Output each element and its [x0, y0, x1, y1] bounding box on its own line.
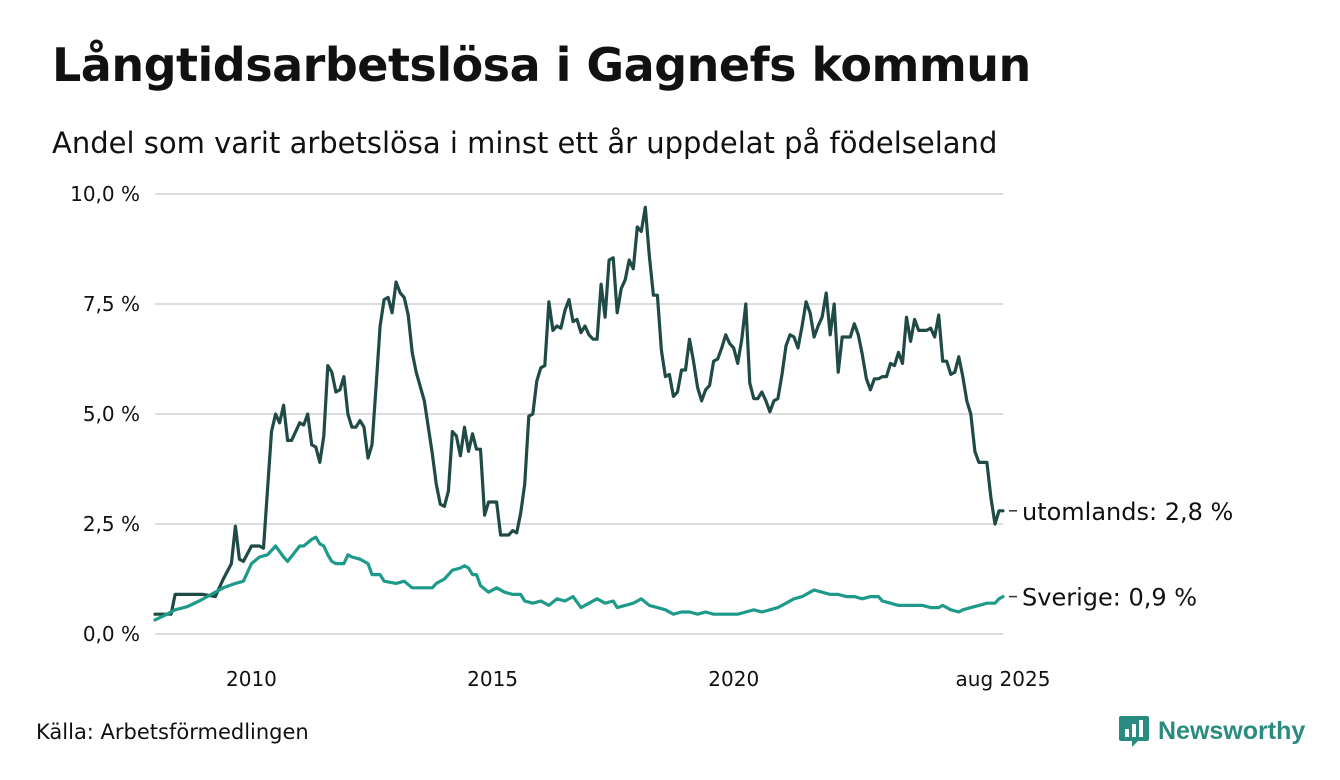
bar-chart-speech-bubble-icon — [1119, 716, 1149, 747]
chart-subtitle: Andel som varit arbetslösa i minst ett å… — [52, 126, 998, 160]
y-tick-label: 7,5 % — [83, 292, 140, 316]
x-tick-label: aug 2025 — [956, 667, 1051, 691]
chart-title: Långtidsarbetslösa i Gagnefs kommun — [52, 38, 1031, 92]
y-tick-label: 10,0 % — [70, 182, 140, 206]
end-label-utomlands: utomlands: 2,8 % — [1022, 498, 1233, 526]
y-tick-label: 5,0 % — [83, 402, 140, 426]
source-note: Källa: Arbetsförmedlingen — [36, 720, 309, 744]
y-tick-label: 2,5 % — [83, 512, 140, 536]
brand-logo[interactable]: Newsworthy — [1118, 714, 1305, 748]
x-axis: 2010 2015 2020 aug 2025 — [226, 667, 1050, 691]
y-axis: 0,0 % 2,5 % 5,0 % 7,5 % 10,0 % — [70, 182, 140, 646]
x-tick-label: 2015 — [467, 667, 518, 691]
gridlines — [155, 193, 1003, 635]
brand-name: Newsworthy — [1158, 716, 1306, 745]
end-labels: utomlands: 2,8 % Sverige: 0,9 % — [1009, 498, 1233, 612]
x-tick-label: 2020 — [708, 667, 759, 691]
end-label-sverige: Sverige: 0,9 % — [1022, 584, 1197, 612]
series-line-utomlands — [153, 205, 1005, 616]
y-tick-label: 0,0 % — [83, 622, 140, 646]
line-chart: 0,0 % 2,5 % 5,0 % 7,5 % 10,0 % 2010 2015 2020 a… — [70, 182, 1233, 691]
x-tick-label: 2010 — [226, 667, 277, 691]
series-lines — [153, 205, 1005, 622]
series-line-sverige — [153, 535, 1005, 622]
